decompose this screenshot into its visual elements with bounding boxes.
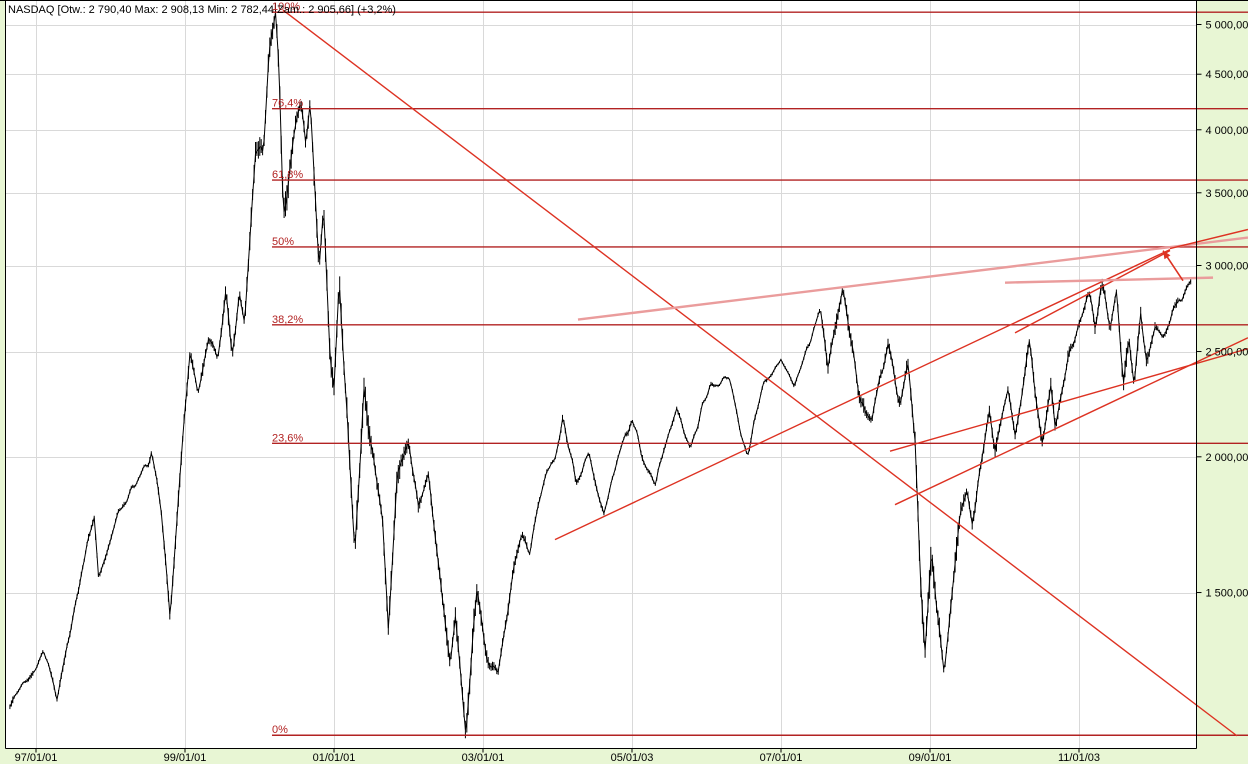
trendline-broad-rising-channel-upper[interactable]: [577, 236, 1248, 321]
axis-layer: 5 000,00 4 500,00 4 000,00 3 500,00 3 000,00…: [15, 20, 1248, 764]
trendline-long-rising-support-2003[interactable]: [554, 248, 1171, 541]
trendline-layer: [282, 9, 1248, 737]
x-tick-label: 05/01/03: [611, 752, 654, 764]
grid-layer: [6, 1, 1197, 748]
x-tick-label: 03/01/01: [462, 752, 505, 764]
fib-label: 76,4%: [272, 98, 303, 110]
y-tick-label: 5 000,00: [1206, 20, 1248, 32]
x-tick-label: 07/01/01: [760, 752, 803, 764]
fib-label: 23,6%: [272, 432, 303, 444]
y-tick-label: 4 500,00: [1206, 69, 1248, 81]
arrow-head-icon: [1163, 250, 1171, 260]
trendline-rising-wedge-lower-2010[interactable]: [1014, 250, 1171, 334]
trendline-resistance-2011-high[interactable]: [1004, 276, 1214, 284]
x-tick-label: 99/01/01: [164, 752, 207, 764]
y-tick-label: 2 000,00: [1206, 452, 1248, 464]
annotation-layer: [1162, 250, 1184, 282]
fib-label: 100%: [272, 1, 300, 13]
trendline-rising-support-2010[interactable]: [894, 337, 1248, 506]
y-tick-label: 3 500,00: [1206, 188, 1248, 200]
fib-label: 38,2%: [272, 314, 303, 326]
y-tick-label: 2 500,00: [1206, 347, 1248, 359]
chart-title: NASDAQ [Otw.: 2 790,40 Max: 2 908,13 Min…: [8, 4, 396, 16]
x-tick-label: 97/01/01: [15, 752, 58, 764]
x-tick-label: 01/01/01: [313, 752, 356, 764]
price-bars: [9, 3, 1192, 739]
trendline-downtrend-from-2000-peak[interactable]: [282, 9, 1238, 737]
y-tick-label: 4 000,00: [1206, 125, 1248, 137]
price-series: [9, 3, 1192, 739]
fib-label: 50%: [272, 236, 294, 248]
fib-label: 61,8%: [272, 169, 303, 181]
x-tick-label: 11/01/03: [1058, 752, 1100, 764]
fib-label: 0%: [272, 724, 288, 736]
plot-background: [6, 1, 1197, 749]
y-tick-label: 1 500,00: [1206, 588, 1248, 600]
x-tick-label: 09/01/01: [909, 752, 952, 764]
trendline-apex-extension[interactable]: [1169, 228, 1248, 250]
y-tick-label: 3 000,00: [1206, 261, 1248, 273]
